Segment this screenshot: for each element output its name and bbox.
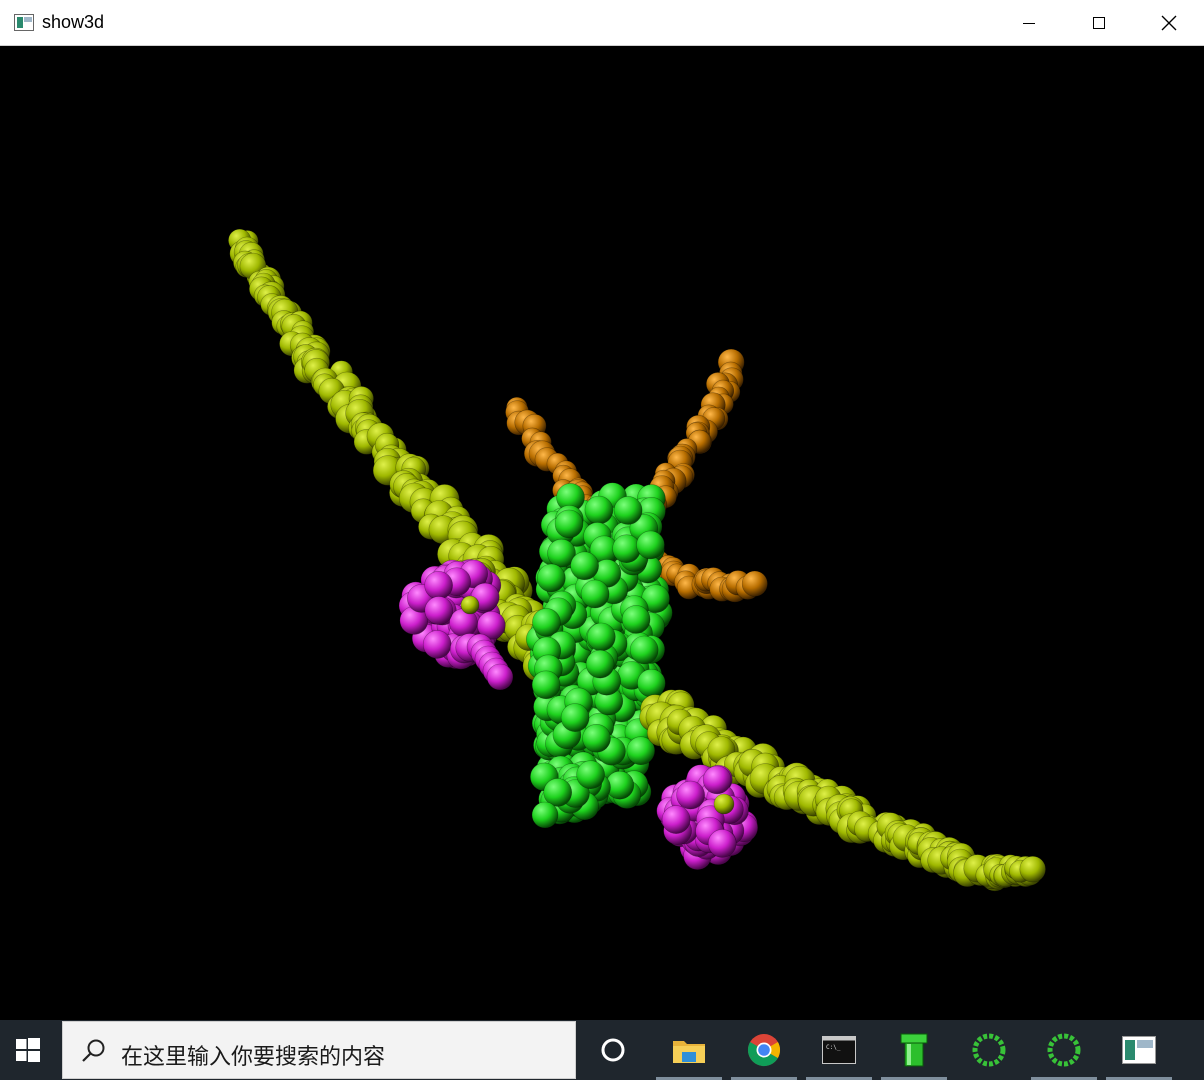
maximize-button[interactable] xyxy=(1064,0,1134,46)
window-title: show3d xyxy=(42,12,105,32)
green-ring-icon-2 xyxy=(1047,1033,1081,1067)
right-engine-spheres xyxy=(656,764,759,871)
app-window: show3d xyxy=(0,0,1204,1020)
search-icon xyxy=(82,1039,105,1062)
close-icon xyxy=(1161,15,1177,31)
chrome-icon xyxy=(747,1034,781,1067)
cortana-button[interactable] xyxy=(576,1020,650,1080)
point-cloud-airplane[interactable] xyxy=(2,47,1202,1020)
right-wing-spheres xyxy=(639,689,1046,892)
command-prompt-button[interactable]: C:\_ xyxy=(802,1020,876,1080)
command-prompt-icon: C:\_ xyxy=(822,1036,856,1064)
green-pipe-icon xyxy=(900,1033,928,1067)
fuselage-spheres xyxy=(525,482,673,829)
svg-text:C:\_: C:\_ xyxy=(826,1044,841,1051)
taskbar-search-box[interactable]: 在这里输入你要搜索的内容 xyxy=(62,1021,576,1079)
3d-viewport[interactable] xyxy=(2,47,1202,1020)
maximize-icon xyxy=(1093,17,1105,29)
chrome-button[interactable] xyxy=(727,1020,801,1080)
show3d-taskbar-icon xyxy=(1122,1036,1156,1064)
title-bar[interactable]: show3d xyxy=(0,0,1204,46)
green-ring-icon xyxy=(972,1033,1006,1067)
green-ring-button-2[interactable] xyxy=(1027,1020,1101,1080)
minimize-button[interactable] xyxy=(994,0,1064,46)
start-button[interactable] xyxy=(0,1020,56,1080)
green-pipe-button[interactable] xyxy=(877,1020,951,1080)
green-ring-button[interactable] xyxy=(952,1020,1026,1080)
minimize-icon xyxy=(1023,22,1035,24)
taskbar: 在这里输入你要搜索的内容 C:\_ xyxy=(0,1020,1204,1080)
app-window-icon[interactable] xyxy=(14,14,34,31)
cortana-icon xyxy=(601,1038,625,1062)
windows-start-icon xyxy=(16,1038,40,1062)
left-engine-spheres xyxy=(398,559,514,691)
close-button[interactable] xyxy=(1134,0,1204,46)
show3d-taskbar-button[interactable] xyxy=(1102,1020,1176,1080)
file-explorer-icon xyxy=(673,1041,705,1063)
search-placeholder: 在这里输入你要搜索的内容 xyxy=(121,1044,386,1069)
file-explorer-button[interactable] xyxy=(652,1020,726,1080)
